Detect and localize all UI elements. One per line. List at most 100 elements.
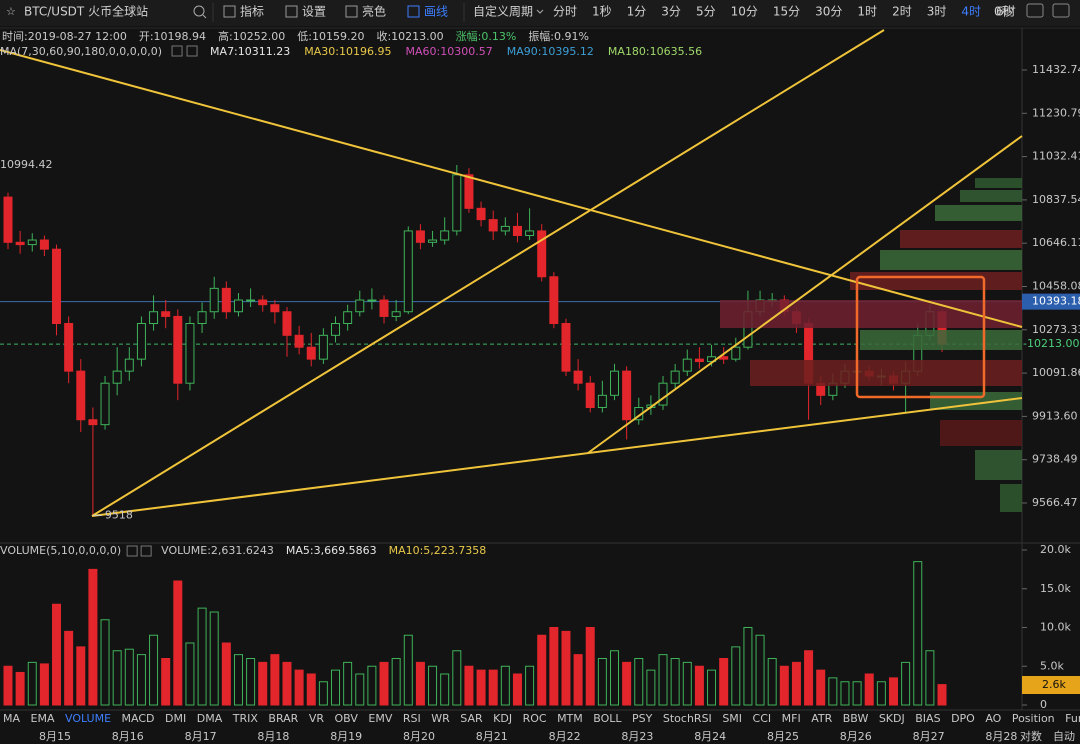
indicator-tab[interactable]: DMI [165, 712, 186, 725]
volume-bar [743, 627, 753, 706]
volume-bar [379, 661, 389, 706]
camera-icon[interactable] [1026, 3, 1044, 18]
y-tick-label: 10.0k [1040, 621, 1071, 634]
volume-bar [52, 603, 62, 706]
volume-bar [901, 661, 911, 706]
indicator-tab[interactable]: TRIX [232, 712, 259, 725]
x-tick-label: 8月25 [767, 730, 799, 743]
indicator-tab[interactable]: VR [309, 712, 325, 725]
indicator-tab[interactable]: KDJ [493, 712, 512, 725]
indicator-tab[interactable]: SKDJ [879, 712, 905, 725]
indicator-tab[interactable]: SMI [722, 712, 742, 725]
tool-button[interactable]: 指标 [240, 4, 264, 19]
indicator-tab[interactable]: ATR [811, 712, 832, 725]
indicator-tab[interactable]: OBV [335, 712, 359, 725]
volume-bar [173, 580, 183, 706]
indicator-tab[interactable]: DPO [951, 712, 975, 725]
indicator-tab[interactable]: BOLL [593, 712, 622, 725]
indicator-tab[interactable]: MFI [782, 712, 801, 725]
indicator-tab[interactable]: WR [431, 712, 450, 725]
candle-body [270, 304, 280, 313]
tool-button[interactable]: 画线 [424, 5, 448, 19]
x-tick-label: 8月18 [257, 730, 289, 743]
close-icon[interactable] [186, 45, 198, 57]
period-button[interactable]: 5分 [696, 5, 716, 19]
indicator-tab[interactable]: SAR [460, 712, 483, 725]
indicator-tab[interactable]: MTM [557, 712, 583, 725]
candle-body [610, 370, 619, 396]
volume-bar [755, 634, 765, 706]
scale-button[interactable]: 自动 [1053, 730, 1075, 743]
candle-body [367, 299, 377, 302]
volume-bar [15, 671, 25, 706]
volume-bar [270, 654, 280, 706]
custom-period[interactable]: 自定义周期 [473, 4, 533, 19]
ohlc-info: 振幅:0.91% [528, 29, 589, 43]
indicator-tab[interactable]: EMV [368, 712, 392, 725]
tool-icon[interactable] [407, 5, 420, 18]
indicator-tab[interactable]: MA [3, 712, 20, 725]
period-button[interactable]: 3分 [661, 5, 681, 19]
indicator-tab[interactable]: MACD [122, 712, 155, 725]
tool-icon[interactable] [223, 5, 236, 18]
volume-bar [246, 658, 256, 706]
indicator-tab[interactable]: BBW [843, 712, 869, 725]
candle-body [573, 370, 583, 384]
candle-body [537, 230, 547, 278]
period-button[interactable]: 1时 [857, 5, 877, 19]
indicator-tab[interactable]: AO [985, 712, 1001, 725]
indicator-tab[interactable]: EMA [31, 712, 55, 725]
symbol[interactable]: BTC/USDT 火币全球站 [24, 4, 148, 19]
tool-button[interactable]: 亮色 [362, 4, 386, 19]
tool-icon[interactable] [285, 5, 298, 18]
indicator-tab[interactable]: BIAS [915, 712, 940, 725]
candle-body [306, 346, 316, 360]
search-icon[interactable] [193, 5, 205, 17]
star-icon[interactable]: ☆ [6, 5, 16, 18]
indicator-tab[interactable]: StochRSI [663, 712, 712, 725]
indicator-tab[interactable]: Position [1012, 712, 1055, 725]
period-button[interactable]: 1分 [627, 5, 647, 19]
volume-profile [720, 178, 1022, 512]
volume-bar [318, 681, 328, 706]
volume-bar [525, 665, 535, 706]
y-tick-label: 10273.33 [1032, 323, 1080, 336]
period-button[interactable]: 15分 [773, 5, 800, 19]
x-tick-label: 8月19 [330, 730, 362, 743]
volume-bar [925, 650, 935, 706]
period-button[interactable]: 10分 [731, 5, 758, 19]
volume-bar [100, 619, 110, 706]
settings-icon[interactable] [171, 45, 183, 57]
indicator-tab[interactable]: BRAR [268, 712, 298, 725]
volume-bar [634, 658, 644, 706]
period-button[interactable]: 6时 [996, 5, 1016, 19]
candle-body [197, 311, 207, 325]
indicator-tab[interactable]: RSI [403, 712, 421, 725]
volume-bar [428, 665, 438, 706]
close-icon[interactable] [140, 545, 152, 557]
candle-body [670, 370, 680, 384]
indicator-tab[interactable]: VOLUME [65, 712, 111, 725]
candle-body [379, 299, 389, 317]
period-button[interactable]: 4时 [961, 5, 981, 19]
settings-icon[interactable] [126, 545, 138, 557]
period-button[interactable]: 2时 [892, 5, 912, 19]
candle-body [512, 225, 522, 236]
indicator-tab[interactable]: DMA [197, 712, 223, 725]
period-button[interactable]: 3时 [927, 5, 947, 19]
indicator-tab[interactable]: CCI [753, 712, 772, 725]
candle-body [161, 311, 171, 317]
tool-button[interactable]: 设置 [302, 5, 326, 19]
indicator-tab[interactable]: PSY [632, 712, 653, 725]
period-button[interactable]: 1秒 [592, 5, 612, 19]
period-button[interactable]: 分时 [553, 5, 577, 19]
scale-button[interactable]: 对数 [1020, 729, 1042, 743]
volume-bar [913, 561, 923, 706]
period-button[interactable]: 30分 [815, 5, 842, 19]
fullscreen-icon[interactable] [1052, 3, 1070, 18]
candle-body [173, 315, 183, 384]
drawn-trendlines [0, 29, 1023, 517]
tool-icon[interactable] [345, 5, 358, 18]
indicator-tab[interactable]: Fund-flow [1065, 712, 1080, 725]
indicator-tab[interactable]: ROC [523, 712, 547, 725]
